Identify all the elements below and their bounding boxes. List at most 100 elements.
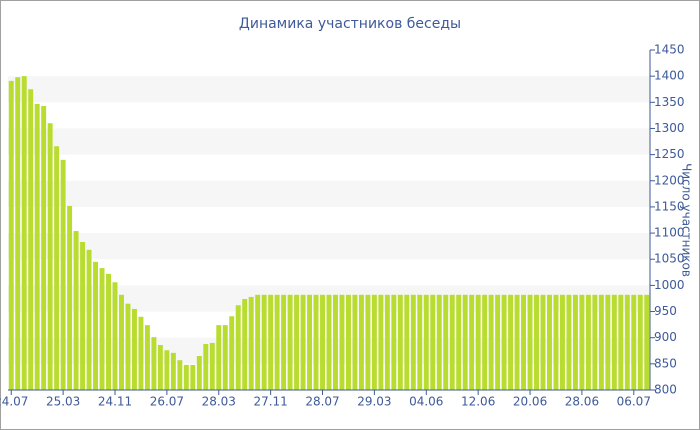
bar	[164, 350, 170, 390]
bar	[462, 294, 468, 390]
bar	[631, 294, 637, 390]
bar	[54, 146, 60, 390]
bar	[378, 294, 384, 390]
bar	[281, 294, 287, 390]
bar	[112, 282, 118, 390]
bar	[345, 294, 351, 390]
y-tick-label: 800	[654, 383, 677, 397]
bar	[371, 294, 377, 390]
bar	[229, 316, 235, 390]
bar	[482, 294, 488, 390]
bar	[177, 360, 183, 390]
bar	[190, 364, 196, 390]
bar	[131, 308, 137, 390]
y-tick-label: 1450	[654, 43, 685, 57]
bar	[294, 294, 300, 390]
bar	[624, 294, 630, 390]
bar	[248, 296, 254, 390]
bar	[255, 294, 261, 390]
bar	[495, 294, 501, 390]
bar	[339, 294, 345, 390]
chart-title: Динамика участников беседы	[239, 16, 461, 32]
bar	[598, 294, 604, 390]
bar	[307, 294, 313, 390]
x-tick-label: 28.06	[565, 395, 599, 409]
bar	[443, 294, 449, 390]
bar	[358, 294, 364, 390]
bar	[326, 294, 332, 390]
bar	[144, 325, 150, 390]
x-tick-label: 26.07	[150, 395, 184, 409]
bar	[216, 325, 222, 390]
x-tick-label: 12.06	[461, 395, 495, 409]
bar	[170, 352, 176, 390]
bar	[73, 230, 79, 390]
bar	[365, 294, 371, 390]
bar	[579, 294, 585, 390]
bar	[572, 294, 578, 390]
bar	[553, 294, 559, 390]
bar	[397, 294, 403, 390]
bar	[469, 294, 475, 390]
x-tick-label: 29.03	[357, 395, 391, 409]
bar	[157, 345, 163, 390]
bar	[34, 103, 40, 390]
bar	[209, 342, 215, 390]
bar	[261, 294, 267, 390]
y-tick-label: 1350	[654, 95, 685, 109]
bar	[527, 294, 533, 390]
bar	[125, 303, 131, 390]
bar	[384, 294, 390, 390]
y-tick-label: 1000	[654, 278, 685, 292]
bar	[417, 294, 423, 390]
bar	[547, 294, 552, 390]
bar	[605, 294, 611, 390]
bar	[300, 294, 306, 390]
bar	[99, 268, 105, 390]
bar	[47, 123, 53, 390]
bar	[521, 294, 527, 390]
bar	[449, 294, 455, 390]
bar	[222, 325, 228, 390]
y-tick-label: 950	[654, 304, 677, 318]
x-tick-label: 27.11	[253, 395, 287, 409]
y-tick-label: 1200	[654, 173, 685, 187]
x-tick-label: 04.06	[409, 395, 443, 409]
bar	[534, 294, 539, 390]
bar	[585, 294, 591, 390]
bar	[436, 294, 442, 390]
x-tick-label: 20.06	[513, 395, 547, 409]
bar	[242, 298, 248, 390]
y-tick-label: 1050	[654, 252, 685, 266]
bar	[333, 294, 338, 390]
bar	[592, 294, 598, 390]
bar	[540, 294, 546, 390]
bar	[391, 294, 397, 390]
bar	[637, 294, 643, 390]
bar	[196, 356, 202, 390]
grid-band	[8, 76, 650, 103]
x-tick-label: 25.03	[46, 395, 80, 409]
bar	[313, 294, 319, 390]
bar	[514, 294, 520, 390]
y-axis-title: Число участников	[680, 163, 694, 277]
grid-band	[8, 233, 650, 260]
y-tick-label: 900	[654, 330, 677, 344]
bar	[183, 364, 189, 390]
grid-band	[8, 180, 650, 207]
bar	[644, 294, 650, 390]
y-tick-label: 1150	[654, 199, 685, 213]
bar	[488, 294, 494, 390]
bar	[138, 316, 144, 390]
y-tick-label: 1250	[654, 147, 685, 161]
x-tick-label: 06.07	[617, 395, 651, 409]
y-tick-label: 1400	[654, 69, 685, 83]
bar	[287, 294, 293, 390]
bar	[475, 294, 481, 390]
bar	[268, 294, 274, 390]
bar	[456, 294, 462, 390]
bar	[41, 105, 47, 390]
bar	[404, 294, 410, 390]
bar	[60, 159, 66, 390]
x-tick-label: 28.07	[305, 395, 339, 409]
